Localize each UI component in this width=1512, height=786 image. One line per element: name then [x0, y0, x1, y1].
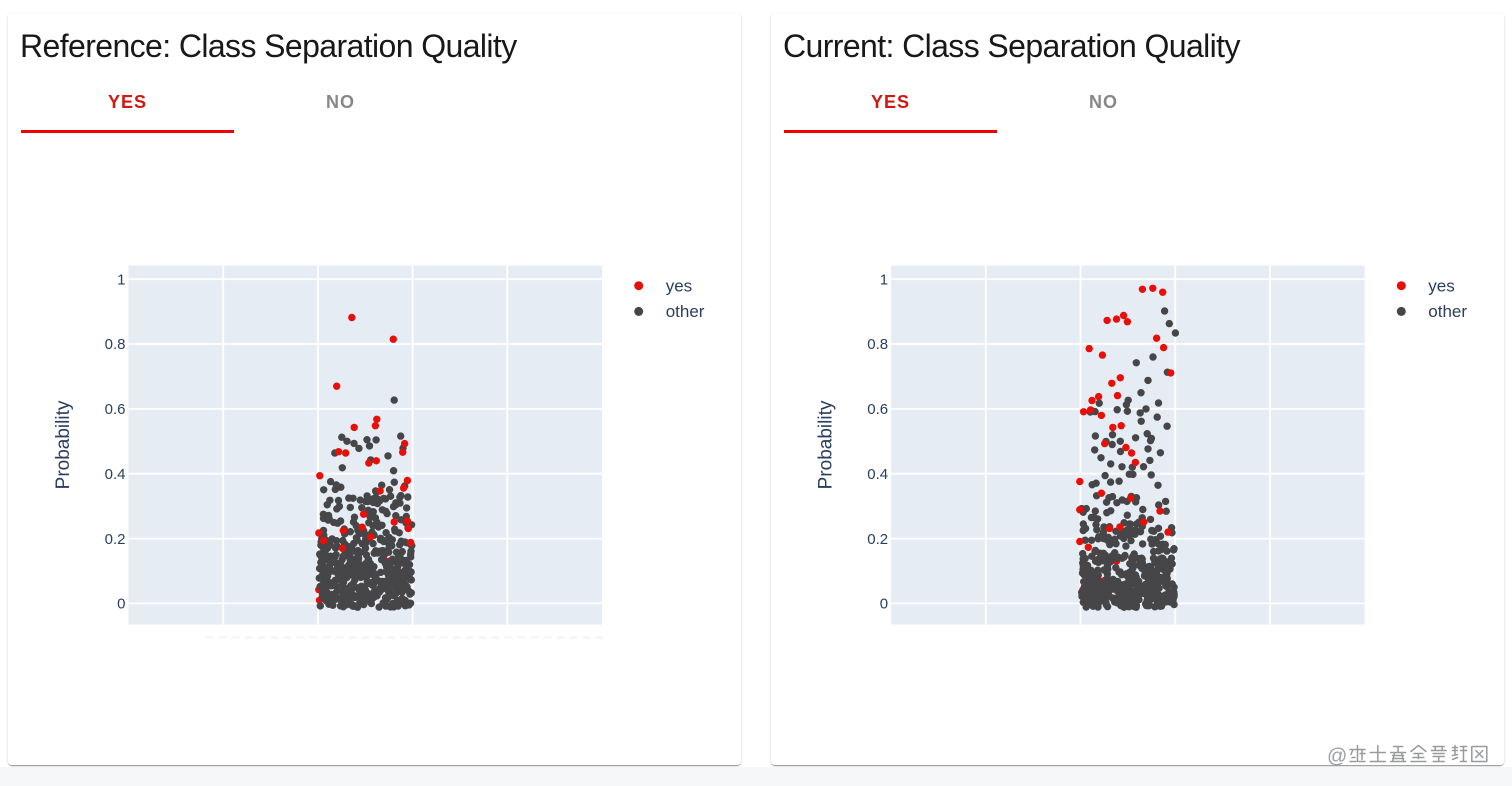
svg-text:0.4: 0.4: [105, 466, 126, 483]
svg-text:yes: yes: [1428, 276, 1454, 295]
svg-text:other: other: [666, 302, 705, 321]
svg-text:1: 1: [880, 271, 888, 288]
svg-text:Probability: Probability: [53, 400, 74, 489]
svg-text:yes: yes: [666, 276, 692, 295]
svg-text:0.8: 0.8: [867, 336, 888, 353]
svg-text:0: 0: [880, 596, 888, 613]
svg-text:0.6: 0.6: [867, 401, 888, 418]
svg-text:0.2: 0.2: [105, 531, 126, 548]
svg-text:other: other: [1428, 302, 1467, 321]
svg-text:1: 1: [117, 271, 125, 288]
svg-text:Probability: Probability: [816, 400, 837, 489]
svg-text:0.4: 0.4: [867, 466, 888, 483]
svg-text:0.8: 0.8: [105, 336, 126, 353]
svg-text:@: @: [1327, 746, 1347, 766]
svg-text:0.6: 0.6: [105, 401, 126, 418]
svg-text:0.2: 0.2: [867, 531, 888, 548]
svg-text:0: 0: [117, 596, 125, 613]
